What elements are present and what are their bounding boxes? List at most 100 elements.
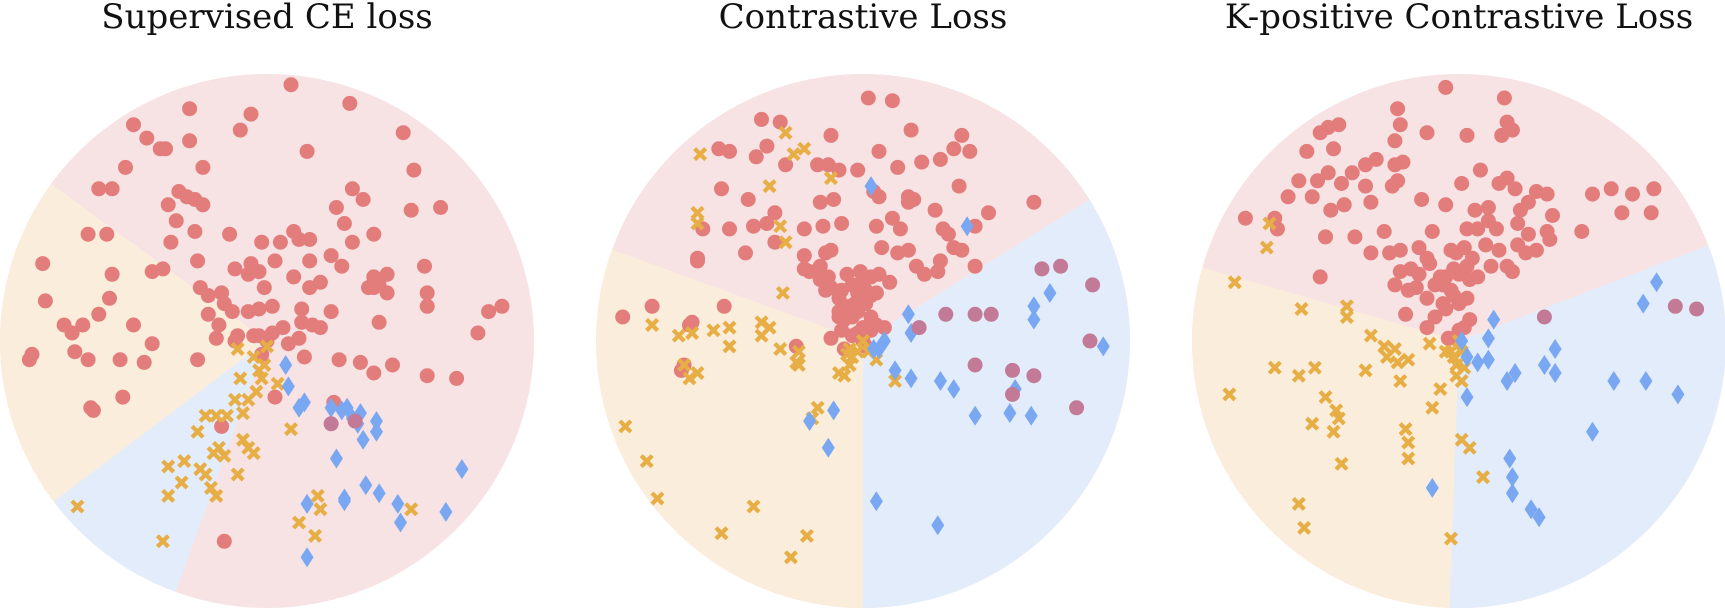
data-point-cross (1259, 240, 1274, 255)
data-point-circle (291, 330, 307, 346)
data-point-circle (967, 258, 983, 274)
data-point-circle (1280, 189, 1296, 205)
region-diamond (1449, 245, 1725, 608)
data-point-circle (352, 354, 368, 370)
data-point-cross (246, 350, 261, 365)
data-point-circle (983, 306, 999, 322)
region-circle (50, 73, 481, 341)
data-point-circle (214, 418, 230, 434)
data-point-circle (1459, 221, 1475, 237)
data-point-cross (1401, 435, 1416, 450)
data-point-cross (217, 448, 232, 463)
data-point-cross (778, 235, 793, 250)
data-point-circle (874, 240, 890, 256)
data-point-circle (1387, 133, 1403, 149)
data-point-circle (890, 159, 906, 175)
data-point-cross (198, 408, 213, 423)
data-point-circle (1424, 224, 1440, 239)
data-point-circle (251, 264, 267, 280)
data-point-circle (871, 189, 887, 205)
data-point-cross (1222, 387, 1237, 402)
data-point-cross (1425, 400, 1440, 415)
data-point-cross (799, 528, 814, 543)
data-point-circle (267, 253, 283, 269)
data-point-circle (296, 349, 312, 365)
data-point-circle (722, 221, 737, 237)
data-point-circle (1034, 261, 1050, 277)
data-point-circle (102, 290, 117, 306)
data-point-circle (1390, 101, 1406, 117)
data-point-cross (1318, 390, 1333, 405)
data-point-circle (366, 365, 382, 381)
data-point-circle (1363, 194, 1379, 210)
data-point-circle (294, 301, 310, 317)
data-point-circle (1312, 125, 1328, 141)
data-point-diamond (1425, 477, 1439, 498)
data-point-cross (1393, 374, 1408, 389)
data-point-circle (1026, 368, 1042, 384)
data-point-circle (355, 192, 371, 207)
region-circle (612, 73, 1090, 341)
data-point-cross (1297, 520, 1312, 535)
data-point-cross (1454, 374, 1469, 389)
data-point-circle (1539, 186, 1555, 202)
data-point-circle (1510, 216, 1526, 231)
data-point-diamond (337, 491, 351, 512)
data-point-circle (64, 325, 80, 341)
data-point-circle (190, 352, 206, 368)
data-point-circle (1528, 242, 1544, 258)
data-point-circle (1574, 224, 1590, 239)
data-point-cross (292, 515, 307, 530)
data-point-circle (1323, 202, 1339, 218)
data-point-cross (1390, 355, 1405, 370)
data-point-circle (1304, 189, 1320, 205)
data-point-circle (379, 285, 395, 301)
data-point-circle (1456, 240, 1472, 256)
data-point-circle (35, 256, 51, 272)
data-point-circle (644, 298, 660, 314)
data-point-circle (823, 330, 839, 346)
data-point-circle (37, 293, 53, 309)
data-point-diamond (1671, 384, 1685, 405)
data-point-cross (1262, 216, 1277, 231)
data-point-cross (1401, 451, 1416, 466)
data-point-circle (1483, 258, 1499, 274)
data-point-circle (748, 149, 764, 165)
data-point-circle (200, 306, 216, 322)
data-point-cross (1433, 382, 1448, 397)
data-point-circle (722, 143, 737, 159)
data-point-circle (179, 189, 195, 205)
chart-title: Supervised CE loss (101, 0, 432, 37)
data-point-circle (1459, 127, 1475, 143)
region-circle (1202, 73, 1709, 341)
data-point-cross (845, 350, 860, 365)
data-point-diamond (1027, 296, 1041, 317)
data-point-diamond (827, 400, 841, 421)
data-point-circle (884, 210, 900, 226)
data-point-diamond (1024, 405, 1038, 426)
data-point-diamond (1650, 272, 1664, 293)
data-point-circle (1312, 269, 1328, 285)
data-point-circle (366, 226, 382, 242)
data-point-diamond (359, 475, 373, 496)
data-point-diamond (439, 501, 453, 522)
data-point-diamond (1532, 507, 1546, 528)
data-point-cross (682, 371, 697, 386)
data-point-diamond (1586, 421, 1599, 442)
data-point-circle (1358, 178, 1373, 194)
data-point-cross (1444, 531, 1458, 546)
data-point-cross (161, 488, 176, 503)
data-point-circle (1291, 173, 1307, 189)
data-point-circle (940, 226, 956, 242)
data-point-circle (778, 157, 794, 173)
data-point-circle (796, 221, 812, 237)
data-point-cross (1331, 411, 1346, 426)
data-point-circle (21, 352, 37, 368)
data-point-circle (67, 344, 83, 360)
data-point-circle (251, 301, 267, 317)
data-point-circle (1480, 200, 1496, 215)
data-point-cross (404, 502, 419, 517)
data-point-circle (227, 261, 243, 277)
data-point-cross (722, 320, 737, 335)
data-point-cross (685, 326, 700, 340)
